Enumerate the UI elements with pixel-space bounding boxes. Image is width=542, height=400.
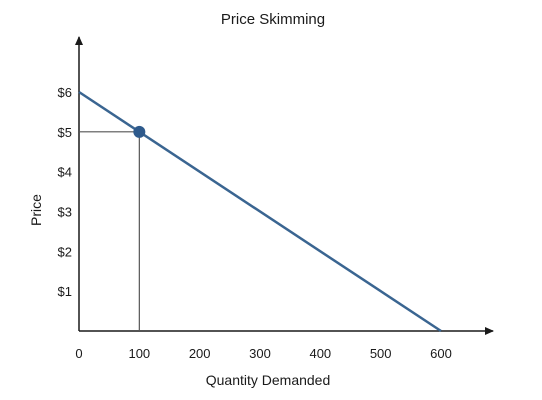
x-tick-label: 500 xyxy=(370,346,392,361)
y-axis-title: Price xyxy=(28,194,44,226)
guide-lines xyxy=(79,131,140,331)
y-tick-label: $6 xyxy=(58,85,72,100)
series-layer xyxy=(78,90,442,333)
y-tick-label: $2 xyxy=(58,244,72,259)
x-tick-label: 0 xyxy=(75,346,82,361)
x-tick-label: 100 xyxy=(128,346,150,361)
y-tick-label: $1 xyxy=(58,284,72,299)
tick-labels: 0 100 200 300 400 500 600 $1 $2 $3 $4 $5 $6 xyxy=(58,85,452,361)
x-tick-label: 600 xyxy=(430,346,452,361)
demand-line xyxy=(78,90,442,333)
x-tick-label: 300 xyxy=(249,346,271,361)
y-tick-label: $3 xyxy=(58,205,72,220)
y-tick-label: $4 xyxy=(58,165,72,180)
x-tick-label: 200 xyxy=(189,346,211,361)
axes xyxy=(75,36,494,335)
chart-title: Price Skimming xyxy=(221,11,325,28)
x-tick-label: 400 xyxy=(309,346,331,361)
y-tick-label: $5 xyxy=(58,125,72,140)
x-axis-title: Quantity Demanded xyxy=(206,372,331,388)
price-point-marker xyxy=(133,125,146,138)
